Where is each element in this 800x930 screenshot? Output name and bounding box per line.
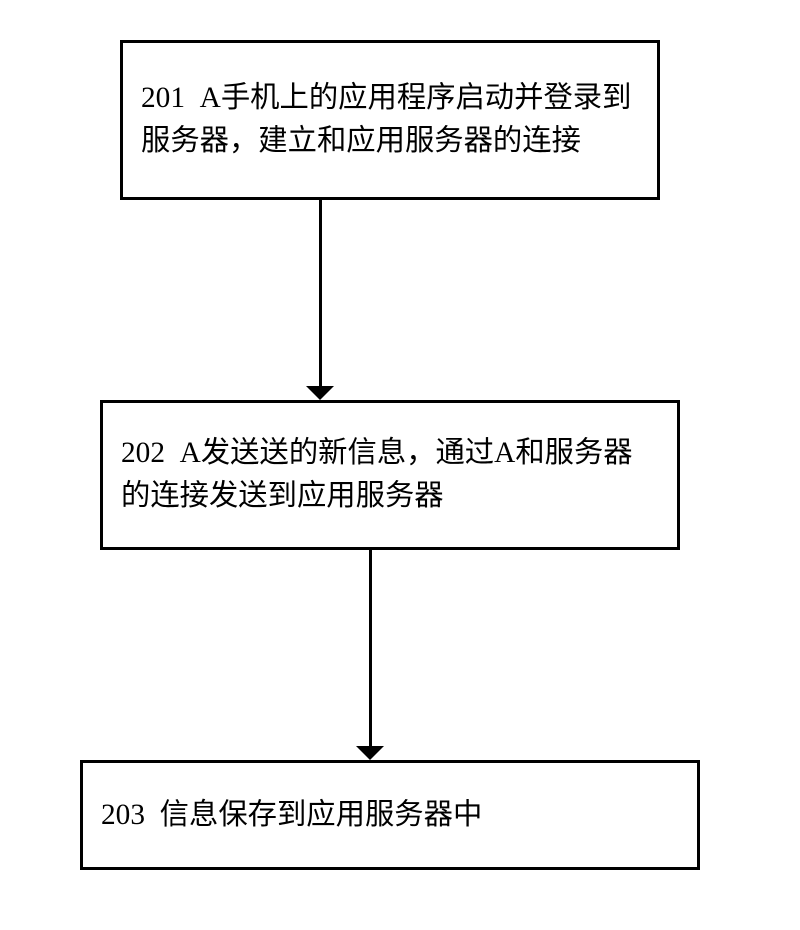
flowchart-node-201: 201 A手机上的应用程序启动并登录到服务器，建立和应用服务器的连接 bbox=[120, 40, 660, 200]
node-text: 202 A发送送的新信息，通过A和服务器的连接发送到应用服务器 bbox=[121, 432, 659, 517]
node-number: 203 bbox=[101, 799, 145, 831]
arrow-down-icon bbox=[356, 746, 384, 760]
node-label: 信息保存到应用服务器中 bbox=[160, 799, 483, 831]
flowchart-node-202: 202 A发送送的新信息，通过A和服务器的连接发送到应用服务器 bbox=[100, 400, 680, 550]
flowchart-edge-line bbox=[369, 550, 372, 746]
node-number: 202 bbox=[121, 437, 165, 469]
node-text: 203 信息保存到应用服务器中 bbox=[101, 794, 482, 837]
flowchart-edge-line bbox=[319, 200, 322, 386]
node-number: 201 bbox=[141, 82, 185, 114]
node-label: A手机上的应用程序启动并登录到服务器，建立和应用服务器的连接 bbox=[141, 82, 631, 157]
arrow-down-icon bbox=[306, 386, 334, 400]
flowchart-node-203: 203 信息保存到应用服务器中 bbox=[80, 760, 700, 870]
flowchart-canvas: 201 A手机上的应用程序启动并登录到服务器，建立和应用服务器的连接 202 A… bbox=[0, 0, 800, 930]
node-text: 201 A手机上的应用程序启动并登录到服务器，建立和应用服务器的连接 bbox=[141, 77, 639, 162]
node-label: A发送送的新信息，通过A和服务器的连接发送到应用服务器 bbox=[121, 437, 633, 512]
